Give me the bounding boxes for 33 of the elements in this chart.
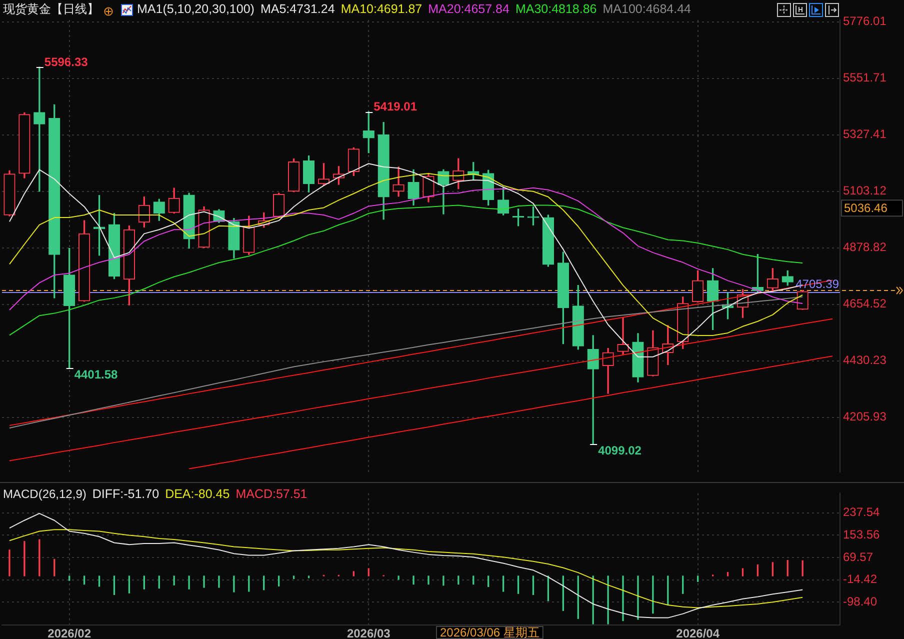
annotation: 5419.01 xyxy=(374,100,418,114)
text: DIFF:-51.70 xyxy=(92,487,160,502)
y-tick-label: 5103.12 xyxy=(843,184,887,198)
y-tick-label: -98.40 xyxy=(843,594,878,609)
chart-title: 现货黄金【日线】 xyxy=(3,2,99,17)
y-tick-label: 4878.82 xyxy=(843,240,887,254)
text: MACD:57.51 xyxy=(236,487,308,502)
y-tick-label: 4654.52 xyxy=(843,296,887,311)
annotation: 4099.02 xyxy=(598,444,642,458)
y-tick-label: 5551.71 xyxy=(843,70,887,85)
annotation: 5596.33 xyxy=(44,55,88,70)
x-tick-label: 2026/03 xyxy=(346,626,391,639)
text: 5036.46 xyxy=(844,200,888,215)
x-tick-label: 2026/02 xyxy=(48,626,92,639)
y-tick-label: 237.54 xyxy=(843,505,880,520)
y-tick-label: 5776.01 xyxy=(843,14,887,28)
text: MA100:4684.44 xyxy=(602,2,692,17)
y-tick-label: 153.56 xyxy=(843,527,880,542)
legend-title: MA1(5,10,20,30,100) xyxy=(137,2,254,17)
y-tick-label: 4430.23 xyxy=(843,353,887,368)
x-tick-label: 2026/04 xyxy=(676,626,720,639)
text: MA10:4691.87 xyxy=(340,2,422,17)
text: MA30:4818.86 xyxy=(515,2,597,17)
text: 2026/03/06 星期五 xyxy=(440,625,540,639)
text: MA20:4657.84 xyxy=(428,2,510,17)
annotation: 4401.58 xyxy=(74,367,118,382)
y-tick-label: 5327.41 xyxy=(843,127,887,142)
text: DEA:-80.45 xyxy=(165,487,230,502)
y-tick-label: -14.42 xyxy=(843,572,878,586)
text: MA5:4731.24 xyxy=(260,2,335,17)
y-tick-label: 69.57 xyxy=(843,550,874,564)
chart-title: MACD(26,12,9) xyxy=(3,487,86,502)
y-tick-label: 4205.93 xyxy=(843,410,887,424)
